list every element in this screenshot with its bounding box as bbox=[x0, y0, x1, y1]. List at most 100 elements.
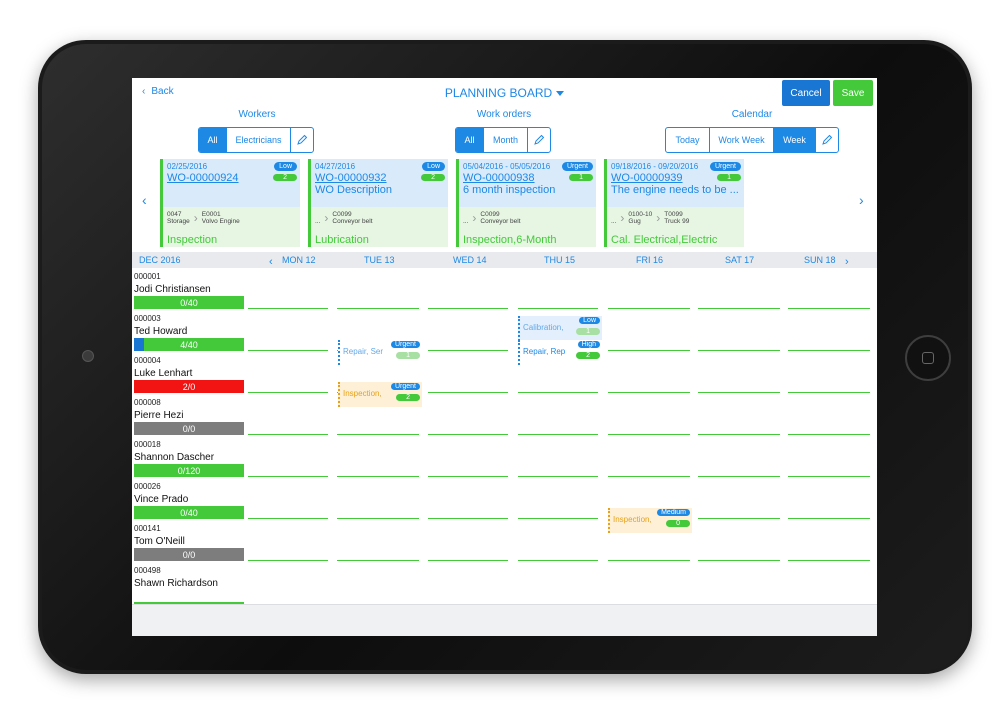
day-cell[interactable] bbox=[788, 350, 870, 351]
day-cell[interactable] bbox=[788, 518, 870, 519]
work-order-card[interactable]: 09/18/2016 - 09/20/2016 WO-00000939 The … bbox=[604, 159, 744, 247]
day-cell[interactable] bbox=[428, 476, 508, 477]
calendar-week-button[interactable]: Week bbox=[774, 128, 816, 152]
day-cell[interactable] bbox=[428, 560, 508, 561]
card-wo-number[interactable]: WO-00000939 bbox=[611, 172, 683, 184]
workers-edit-button[interactable] bbox=[291, 128, 313, 152]
day-cell[interactable] bbox=[698, 350, 780, 351]
card-location-name: 0047 Storage bbox=[167, 211, 190, 225]
worker-load: 4/40 bbox=[180, 339, 198, 350]
day-cell[interactable] bbox=[518, 308, 598, 309]
day-cell[interactable] bbox=[248, 308, 328, 309]
day-cell[interactable] bbox=[698, 434, 780, 435]
day-cell[interactable] bbox=[428, 392, 508, 393]
day-cell[interactable] bbox=[428, 434, 508, 435]
day-label: TUE 13 bbox=[364, 255, 395, 265]
day-cell[interactable] bbox=[698, 392, 780, 393]
card-body: ... › 0100-10 Gug › T0099 Truck 99 Cal. El… bbox=[607, 207, 744, 247]
day-cell[interactable] bbox=[698, 560, 780, 561]
day-cell[interactable] bbox=[337, 476, 419, 477]
day-cell[interactable] bbox=[608, 476, 690, 477]
day-cell[interactable] bbox=[428, 518, 508, 519]
page-title-dropdown[interactable]: PLANNING BOARD bbox=[132, 86, 877, 100]
day-cell[interactable] bbox=[698, 308, 780, 309]
task-block[interactable]: Inspection, Medium 0 bbox=[608, 508, 692, 533]
task-block[interactable]: Repair, Ser Urgent 1 bbox=[338, 340, 422, 365]
work-orders-all-button[interactable]: All bbox=[456, 128, 484, 152]
worker-load: 0/0 bbox=[182, 549, 196, 560]
day-cell[interactable] bbox=[248, 518, 328, 519]
day-cell[interactable] bbox=[788, 392, 870, 393]
month-label: DEC 2016 bbox=[139, 255, 181, 265]
work-order-card[interactable]: 04/27/2016 WO-00000932 WO Description Lo… bbox=[308, 159, 448, 247]
card-category: Lubrication bbox=[315, 234, 369, 246]
day-cell[interactable] bbox=[698, 518, 780, 519]
day-cell[interactable] bbox=[788, 560, 870, 561]
day-cell[interactable] bbox=[608, 392, 690, 393]
work-orders-label: Work orders bbox=[476, 109, 532, 120]
worker-id: 000003 bbox=[134, 314, 161, 323]
pencil-icon bbox=[297, 134, 308, 145]
calendar-edit-button[interactable] bbox=[816, 128, 838, 152]
day-cell[interactable] bbox=[788, 434, 870, 435]
day-cell[interactable] bbox=[337, 518, 419, 519]
card-wo-number[interactable]: WO-00000938 bbox=[463, 172, 535, 184]
work-order-card[interactable]: 02/25/2016 WO-00000924 Low 2 0047 Storage… bbox=[160, 159, 300, 247]
day-cell[interactable] bbox=[518, 434, 598, 435]
worker-load-bar bbox=[134, 602, 244, 604]
day-cell[interactable] bbox=[518, 476, 598, 477]
day-cell[interactable] bbox=[337, 434, 419, 435]
card-wo-number[interactable]: WO-00000932 bbox=[315, 172, 387, 184]
cancel-button[interactable]: Cancel bbox=[782, 80, 830, 106]
card-count-badge: 1 bbox=[717, 174, 741, 181]
day-cell[interactable] bbox=[248, 434, 328, 435]
task-block[interactable]: Calibration, Low 1 bbox=[518, 316, 602, 341]
worker-name: Luke Lenhart bbox=[134, 368, 193, 379]
day-cell[interactable] bbox=[788, 308, 870, 309]
task-priority-badge: Medium bbox=[657, 509, 690, 516]
worker-row: 000008 Pierre Hezi 0/0 bbox=[132, 394, 877, 436]
task-count-badge: 2 bbox=[396, 394, 420, 401]
cards-prev-button[interactable]: ‹ bbox=[142, 192, 147, 208]
calendar-workweek-button[interactable]: Work Week bbox=[710, 128, 774, 152]
task-block[interactable]: Inspection, Urgent 2 bbox=[338, 382, 422, 407]
day-cell[interactable] bbox=[698, 476, 780, 477]
back-button[interactable]: ‹ Back bbox=[142, 86, 174, 97]
card-body: ... › C0099 Conveyor belt Lubrication bbox=[311, 207, 448, 247]
card-wo-number[interactable]: WO-00000924 bbox=[167, 172, 239, 184]
page-title: PLANNING BOARD bbox=[444, 86, 553, 100]
camera-lens bbox=[82, 350, 94, 362]
day-cell[interactable] bbox=[337, 560, 419, 561]
work-order-card[interactable]: 05/04/2016 - 05/05/2016 WO-00000938 6 mo… bbox=[456, 159, 596, 247]
day-cell[interactable] bbox=[608, 560, 690, 561]
workers-electricians-button[interactable]: Electricians bbox=[227, 128, 291, 152]
day-cell[interactable] bbox=[248, 350, 328, 351]
home-button[interactable] bbox=[905, 335, 951, 381]
work-orders-edit-button[interactable] bbox=[528, 128, 550, 152]
day-cell[interactable] bbox=[608, 308, 690, 309]
day-cell[interactable] bbox=[428, 308, 508, 309]
day-cell[interactable] bbox=[337, 308, 419, 309]
day-cell[interactable] bbox=[248, 476, 328, 477]
day-cell[interactable] bbox=[248, 560, 328, 561]
card-location: ... › C0099 Conveyor belt bbox=[315, 211, 444, 225]
day-cell[interactable] bbox=[608, 350, 690, 351]
day-cell[interactable] bbox=[608, 434, 690, 435]
task-count-badge: 0 bbox=[666, 520, 690, 527]
calendar-today-button[interactable]: Today bbox=[666, 128, 710, 152]
cards-next-button[interactable]: › bbox=[859, 192, 864, 208]
work-orders-month-button[interactable]: Month bbox=[484, 128, 528, 152]
day-cell[interactable] bbox=[428, 350, 508, 351]
location-code bbox=[463, 211, 468, 218]
back-label: Back bbox=[151, 86, 174, 97]
day-cell[interactable] bbox=[518, 518, 598, 519]
task-block[interactable]: Repair, Rep High 2 bbox=[518, 340, 602, 365]
card-description: The engine needs to be ... bbox=[611, 184, 739, 196]
day-cell[interactable] bbox=[518, 560, 598, 561]
day-cell[interactable] bbox=[788, 476, 870, 477]
workers-all-button[interactable]: All bbox=[199, 128, 227, 152]
save-button[interactable]: Save bbox=[833, 80, 873, 106]
pencil-icon bbox=[534, 134, 545, 145]
day-cell[interactable] bbox=[248, 392, 328, 393]
day-cell[interactable] bbox=[518, 392, 598, 393]
